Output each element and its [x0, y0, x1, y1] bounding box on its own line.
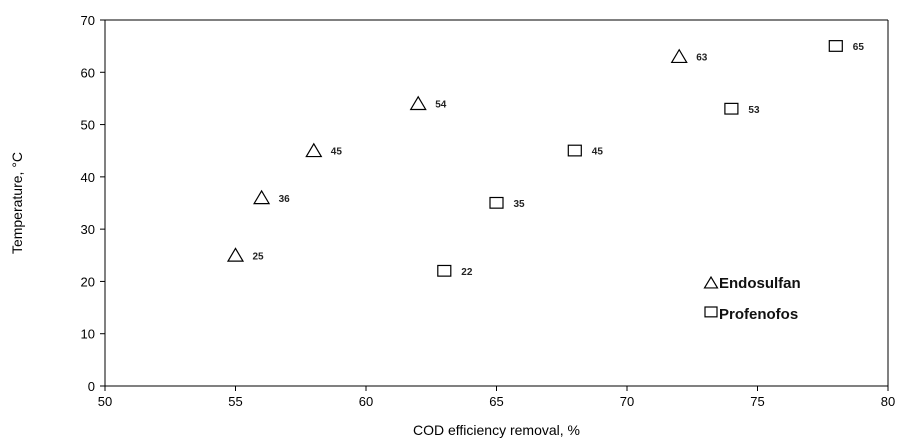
endosulfan-point	[305, 142, 323, 158]
x-tick-label: 75	[750, 394, 764, 409]
y-tick-label: 0	[88, 379, 95, 394]
x-tick-label: 80	[881, 394, 895, 409]
endosulfan-point	[253, 189, 271, 205]
y-tick-label: 30	[81, 222, 95, 237]
profenofos-point	[567, 144, 582, 157]
y-tick-label: 20	[81, 274, 95, 289]
endosulfan-data-label: 45	[331, 147, 343, 158]
x-tick-label: 70	[620, 394, 634, 409]
profenofos-data-label: 35	[514, 199, 526, 210]
endosulfan-data-label: 54	[435, 100, 447, 111]
endosulfan-point	[226, 247, 245, 262]
profenofos-point	[437, 264, 452, 277]
y-axis-title: Temperature, °C	[9, 152, 25, 254]
endosulfan-data-label: 36	[279, 194, 291, 205]
endosulfan-point	[670, 48, 688, 64]
profenofos-point	[489, 196, 504, 209]
y-tick-label: 70	[81, 13, 95, 28]
y-tick-label: 60	[81, 65, 95, 80]
profenofos-point	[724, 102, 739, 115]
profenofos-data-label: 53	[748, 105, 760, 116]
endosulfan-legend-marker	[703, 275, 719, 289]
endosulfan-data-label: 25	[253, 251, 265, 262]
profenofos-legend-marker	[704, 306, 718, 318]
ticks: 50 55 60 65 70 75 80 0 10 20 30 40 50 60 70	[81, 13, 896, 409]
endosulfan-legend-label: Endosulfan	[719, 275, 801, 292]
x-tick-label: 55	[228, 394, 242, 409]
profenofos-data-label: 45	[592, 147, 604, 158]
x-tick-label: 65	[489, 394, 503, 409]
data-markers	[226, 40, 843, 277]
data-labels: 25 36 45 54 63 22 35 45 53 65	[253, 42, 865, 278]
y-tick-label: 50	[81, 118, 95, 133]
profenofos-data-label: 22	[461, 267, 473, 278]
legend: Endosulfan Profenofos	[703, 275, 801, 323]
y-tick-label: 10	[81, 327, 95, 342]
profenofos-point	[828, 40, 843, 52]
y-tick-label: 40	[81, 170, 95, 185]
endosulfan-point	[409, 95, 427, 111]
endosulfan-data-label: 63	[696, 53, 708, 64]
x-axis-title: COD efficiency removal, %	[413, 422, 580, 438]
x-tick-label: 60	[359, 394, 373, 409]
profenofos-data-label: 65	[853, 42, 865, 53]
profenofos-legend-label: Profenofos	[719, 306, 798, 323]
x-tick-label: 50	[98, 394, 112, 409]
